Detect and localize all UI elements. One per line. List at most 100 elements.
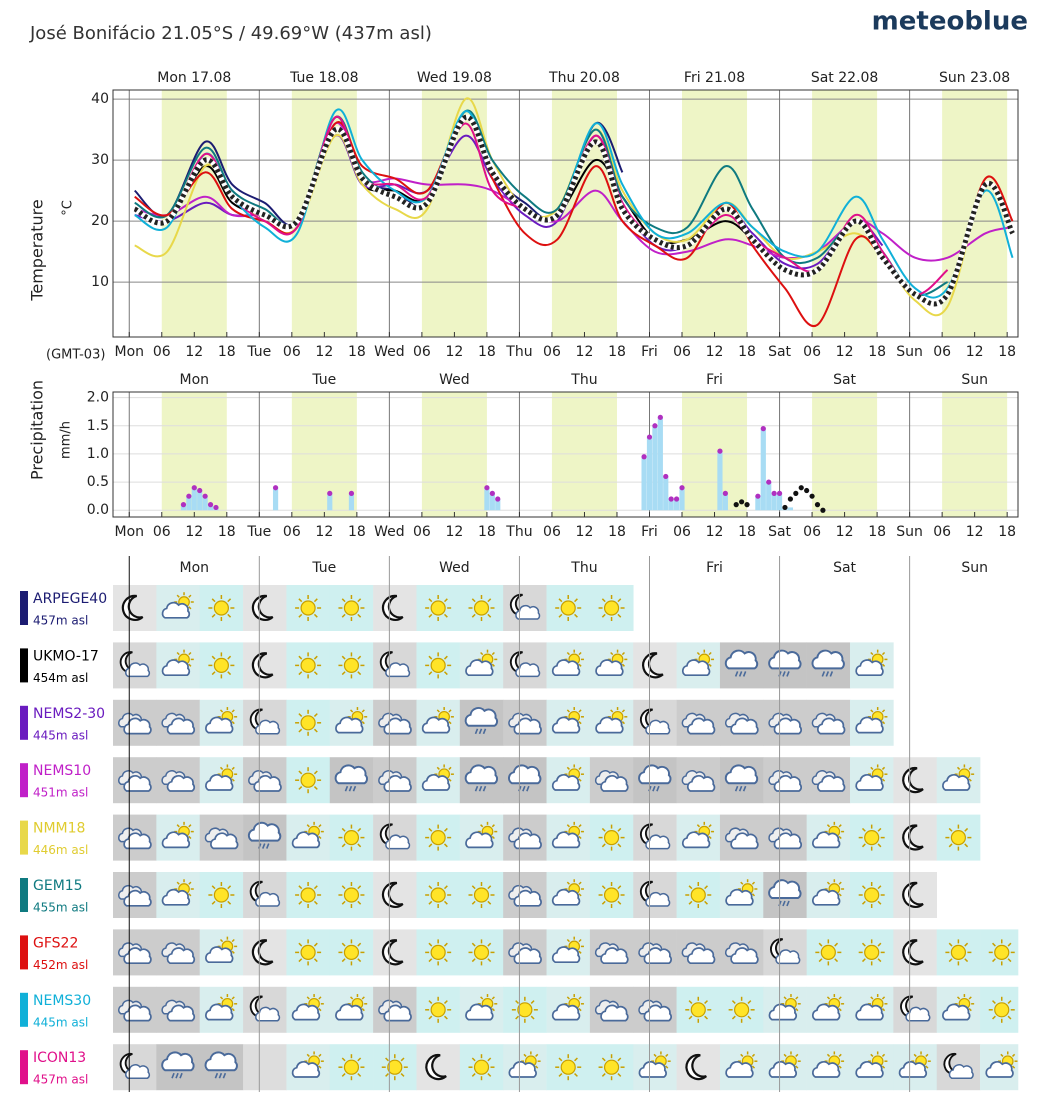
daylight-band [942, 392, 1008, 517]
sun-ray [487, 885, 492, 890]
sun-ray [834, 958, 839, 963]
sun-ray [610, 709, 614, 713]
cloud [645, 719, 671, 735]
precip-dot [348, 490, 355, 496]
forecast-cell [243, 642, 287, 689]
sun-ray [341, 958, 346, 963]
sun-ray [298, 655, 303, 660]
cloud [773, 832, 803, 850]
weather-icon [508, 884, 542, 907]
sun-ray [731, 1000, 736, 1004]
sun-ray [428, 900, 433, 905]
sun-ray [227, 655, 232, 660]
sun-ray [313, 900, 318, 905]
y-tick-label: 1.0 [87, 446, 109, 462]
model-altitude: 457m asl [33, 1073, 88, 1087]
sun-ray [578, 721, 582, 725]
day-label: Tue [311, 560, 336, 576]
sun-ray [350, 709, 354, 713]
x-tick-label: 18 [868, 524, 886, 540]
sun [300, 887, 316, 903]
sun-ray [881, 1008, 886, 1012]
cloud [513, 947, 542, 965]
forecast-cell [416, 1044, 461, 1091]
weather-icon [598, 1054, 625, 1081]
precip-dot [804, 487, 810, 494]
cloud [255, 891, 281, 907]
day-label: Fri 21.08 [684, 70, 745, 86]
weather-icon [161, 942, 196, 965]
weather-icon [900, 995, 931, 1022]
cloud [811, 649, 845, 670]
sun-ray [578, 996, 582, 1000]
sun-ray [231, 1008, 235, 1012]
weather-icon [161, 770, 196, 792]
precip-dot [272, 485, 279, 491]
weather-icon [685, 996, 712, 1023]
weather-icon [468, 1054, 495, 1081]
x-tick-label: 18 [478, 344, 496, 360]
weather-icon [381, 1054, 408, 1081]
weather-icon [425, 652, 452, 679]
sun [430, 600, 446, 616]
sun-ray [341, 613, 346, 618]
sun-ray [487, 942, 492, 947]
sun-ray [535, 1065, 539, 1069]
precip-bar [180, 504, 187, 511]
weather-icon [855, 1051, 888, 1078]
weather-icon [724, 827, 759, 850]
cloud [255, 1006, 281, 1022]
mean-line-halo [133, 114, 1015, 307]
weather-icon [161, 592, 194, 619]
weather-icon [638, 1051, 671, 1078]
cloud [812, 888, 841, 906]
cloud [465, 1003, 494, 1021]
day-label: Fri [706, 372, 723, 388]
x-tick-label: 06 [543, 344, 561, 360]
sun [300, 600, 316, 616]
weather-icon [118, 712, 152, 735]
sun-ray [341, 1073, 346, 1077]
sun-ray [870, 766, 874, 770]
cloud [730, 717, 759, 735]
weather-icon [724, 764, 759, 792]
weather-icon [118, 999, 152, 1022]
sun-ray [491, 651, 495, 656]
weather-icon [858, 939, 885, 966]
sun [430, 1002, 446, 1018]
cloud [464, 764, 499, 785]
weather-icon [985, 1051, 1018, 1078]
sun-ray [708, 663, 712, 667]
sun-ray [621, 651, 625, 656]
cloud [385, 662, 411, 678]
weather-icon [551, 649, 584, 677]
weather-icon [638, 999, 672, 1022]
sun-ray [487, 900, 492, 905]
weather-icon [335, 994, 368, 1021]
sun-ray [487, 1057, 492, 1062]
weather-icon [161, 649, 194, 677]
sun-ray [211, 900, 216, 905]
sun-ray [357, 827, 362, 832]
sun-ray [964, 958, 969, 963]
sun-ray [826, 996, 831, 1000]
x-tick-label: 12 [836, 344, 854, 360]
sun-ray [751, 1053, 756, 1057]
sun-ray [1007, 958, 1012, 963]
sun-ray [385, 1057, 389, 1062]
x-tick-label: 12 [185, 344, 203, 360]
cloud [247, 821, 282, 842]
sun [864, 829, 880, 846]
daylight-band [812, 392, 878, 517]
x-tick-label: Thu [505, 524, 532, 540]
weather-icon [508, 827, 542, 850]
sun-ray [443, 942, 448, 947]
x-tick-label: 12 [706, 524, 724, 540]
sun-ray [731, 1015, 736, 1020]
weather-icon [639, 823, 671, 850]
cloud [686, 717, 716, 735]
weather-icon [768, 770, 803, 792]
cloud [334, 764, 368, 785]
cloud [513, 717, 542, 735]
weather-icon [598, 882, 625, 908]
